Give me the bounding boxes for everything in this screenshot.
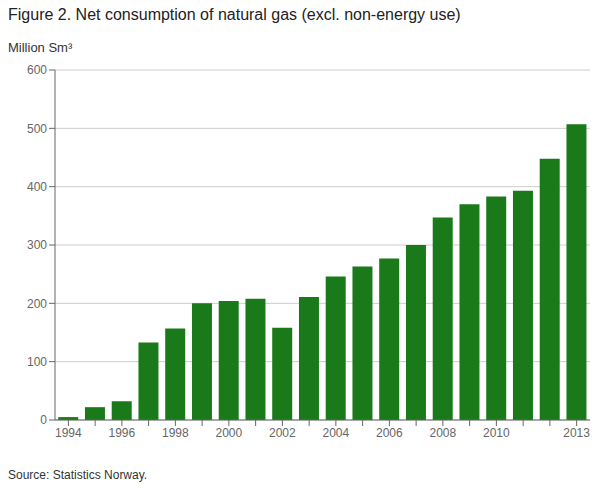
svg-text:500: 500 bbox=[27, 122, 47, 136]
svg-text:2006: 2006 bbox=[376, 426, 403, 440]
svg-text:2008: 2008 bbox=[430, 426, 457, 440]
svg-text:2013: 2013 bbox=[563, 426, 590, 440]
html-text:Source: Statistics Norway.: Source: Statistics Norway. bbox=[8, 468, 148, 482]
svg-text:2000: 2000 bbox=[216, 426, 243, 440]
svg-text:2010: 2010 bbox=[483, 426, 510, 440]
svg-text:1998: 1998 bbox=[162, 426, 189, 440]
svg-text:400: 400 bbox=[27, 180, 47, 194]
svg-text:300: 300 bbox=[27, 238, 47, 252]
svg-text:200: 200 bbox=[27, 297, 47, 311]
svg-text:0: 0 bbox=[40, 413, 47, 427]
svg-text:100: 100 bbox=[27, 355, 47, 369]
html-text:Million Sm³: Million Sm³ bbox=[8, 40, 73, 55]
svg-text:1996: 1996 bbox=[109, 426, 136, 440]
svg-text:2002: 2002 bbox=[269, 426, 296, 440]
svg-text:2004: 2004 bbox=[323, 426, 350, 440]
svg-text:1994: 1994 bbox=[55, 426, 82, 440]
html-text:Figure 2. Net consumption of n: Figure 2. Net consumption of natural gas… bbox=[8, 6, 461, 23]
svg-text:600: 600 bbox=[27, 63, 47, 77]
